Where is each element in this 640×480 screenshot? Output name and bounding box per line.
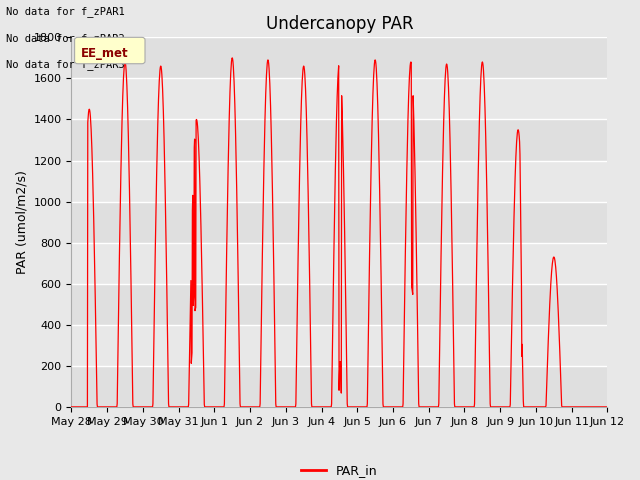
Title: Undercanopy PAR: Undercanopy PAR: [266, 15, 413, 33]
Text: No data for f_zPAR2: No data for f_zPAR2: [6, 33, 125, 44]
Y-axis label: PAR (umol/m2/s): PAR (umol/m2/s): [15, 170, 28, 274]
Text: No data for f_zPAR3: No data for f_zPAR3: [6, 59, 125, 70]
Text: No data for f_zPAR1: No data for f_zPAR1: [6, 6, 125, 17]
Bar: [72, 120, 607, 160]
Legend: PAR_in: PAR_in: [296, 459, 383, 480]
Bar: [72, 202, 607, 242]
Bar: [72, 37, 607, 78]
Text: EE_met: EE_met: [81, 47, 129, 60]
Bar: [72, 366, 607, 407]
Bar: [72, 284, 607, 325]
